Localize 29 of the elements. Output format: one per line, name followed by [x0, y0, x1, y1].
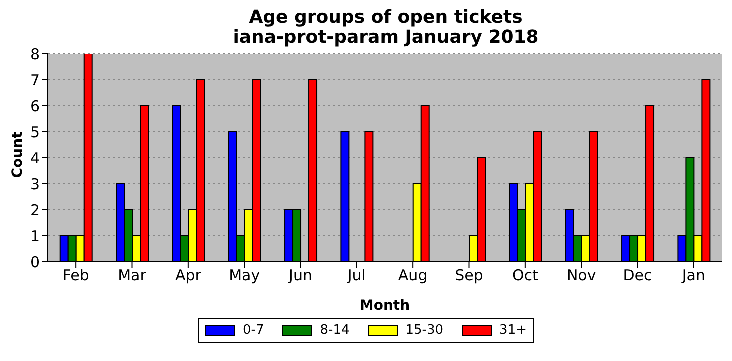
y-tick-label: 3	[30, 175, 40, 194]
y-tick-label: 6	[30, 97, 40, 116]
x-tick-label: Dec	[623, 266, 652, 285]
y-tick-label: 2	[30, 201, 40, 220]
chart-subtitle: iana-prot-param January 2018	[232, 27, 540, 48]
y-tick-label: 0	[30, 253, 40, 272]
chart-title: Age groups of open tickets	[248, 7, 524, 28]
legend-label: 15-30	[406, 323, 444, 338]
x-tick-label: Sep	[455, 266, 484, 285]
y-tick-label: 4	[30, 149, 40, 168]
x-tick-label: Mar	[118, 266, 148, 285]
legend-label: 31+	[500, 323, 527, 338]
x-tick-label: Jun	[288, 266, 312, 285]
y-tick-label: 5	[30, 123, 40, 142]
legend-label: 8-14	[320, 323, 350, 338]
x-tick-label: Oct	[512, 266, 538, 285]
y-tick-label: 8	[30, 45, 40, 64]
x-tick-label: Aug	[398, 266, 428, 285]
x-tick-label: Feb	[62, 266, 90, 285]
y-tick-label: 1	[30, 227, 40, 246]
x-tick-label: Apr	[175, 266, 202, 285]
x-tick-label: Jan	[681, 266, 706, 285]
x-axis-title: Month	[360, 298, 410, 314]
x-tick-label: May	[229, 266, 260, 285]
legend-label: 0-7	[243, 323, 264, 338]
y-tick-label: 7	[30, 71, 40, 90]
x-tick-label: Jul	[346, 266, 366, 285]
x-tick-label: Nov	[566, 266, 596, 285]
y-axis-title: Count	[9, 130, 27, 180]
